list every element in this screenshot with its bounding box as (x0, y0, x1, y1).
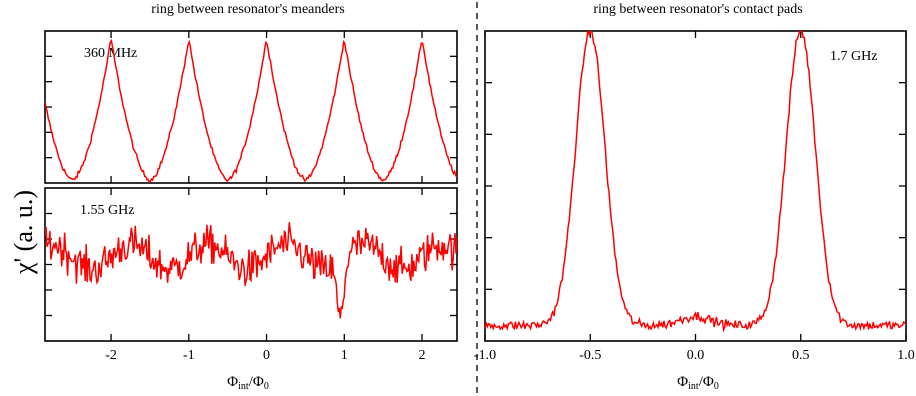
x-tick-label: -2 (105, 348, 117, 363)
annotation-155ghz: 1.55 GHz (80, 203, 134, 218)
x-tick-label: -1 (183, 348, 195, 363)
x-tick-label: 0 (263, 348, 270, 363)
x-axis-label-right: Φint/Φ0 (677, 374, 719, 392)
right-panel-title: ring between resonator's contact pads (593, 2, 802, 17)
annotation-360mhz: 360 MHz (84, 46, 137, 61)
x-tick-label: 0.5 (792, 348, 810, 363)
plot-top-left (44, 30, 458, 184)
annotation-17ghz: 1.7 GHz (830, 49, 877, 64)
y-axis-label: χ' (a. u.) (9, 190, 38, 275)
series-line (45, 38, 457, 183)
plot-frame (484, 30, 907, 342)
x-tick-label: -0.5 (579, 348, 601, 363)
x-tick-label: 1.0 (897, 348, 915, 363)
series-line (45, 222, 457, 319)
x-tick-label: 1 (341, 348, 348, 363)
x-axis-label-left: Φint/Φ0 (227, 374, 269, 392)
plot-bottom-left: -2 -1 0 1 2 (44, 187, 458, 363)
plot-right: -1.0 -0.5 0.0 0.5 1.0 (474, 30, 915, 363)
x-tick-label: -1.0 (474, 348, 496, 363)
x-tick-label: 0.0 (687, 348, 705, 363)
series-line (485, 31, 906, 333)
left-panel-title: ring between resonator's meanders (151, 2, 344, 17)
x-tick-label: 2 (419, 348, 426, 363)
